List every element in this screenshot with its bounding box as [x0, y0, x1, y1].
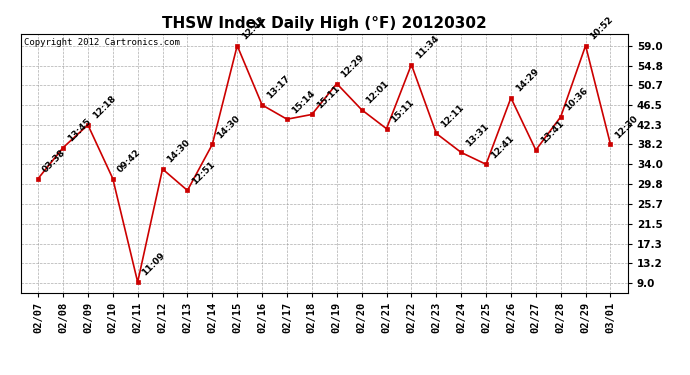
Text: 12:43: 12:43	[240, 15, 266, 42]
Text: Copyright 2012 Cartronics.com: Copyright 2012 Cartronics.com	[23, 38, 179, 46]
Text: 14:29: 14:29	[514, 67, 540, 94]
Text: 12:29: 12:29	[339, 53, 366, 80]
Text: 10:36: 10:36	[564, 86, 590, 112]
Text: 12:30: 12:30	[613, 114, 640, 140]
Text: 12:01: 12:01	[364, 79, 391, 105]
Text: 10:52: 10:52	[589, 15, 615, 42]
Text: 13:45: 13:45	[66, 117, 92, 144]
Text: 13:41: 13:41	[539, 119, 565, 146]
Text: 11:09: 11:09	[141, 251, 167, 278]
Text: 09:42: 09:42	[115, 148, 142, 174]
Text: 15:14: 15:14	[290, 88, 317, 115]
Text: 12:18: 12:18	[90, 94, 117, 121]
Title: THSW Index Daily High (°F) 20120302: THSW Index Daily High (°F) 20120302	[162, 16, 486, 31]
Text: 03:38: 03:38	[41, 148, 68, 174]
Text: 12:51: 12:51	[190, 160, 217, 186]
Text: 14:30: 14:30	[215, 114, 242, 140]
Text: 11:34: 11:34	[414, 34, 441, 60]
Text: 14:30: 14:30	[166, 138, 192, 165]
Text: 15:11: 15:11	[389, 98, 416, 124]
Text: 13:31: 13:31	[464, 122, 491, 148]
Text: 12:11: 12:11	[439, 103, 466, 129]
Text: 15:11: 15:11	[315, 84, 342, 110]
Text: 12:41: 12:41	[489, 134, 515, 160]
Text: 13:17: 13:17	[265, 74, 292, 101]
